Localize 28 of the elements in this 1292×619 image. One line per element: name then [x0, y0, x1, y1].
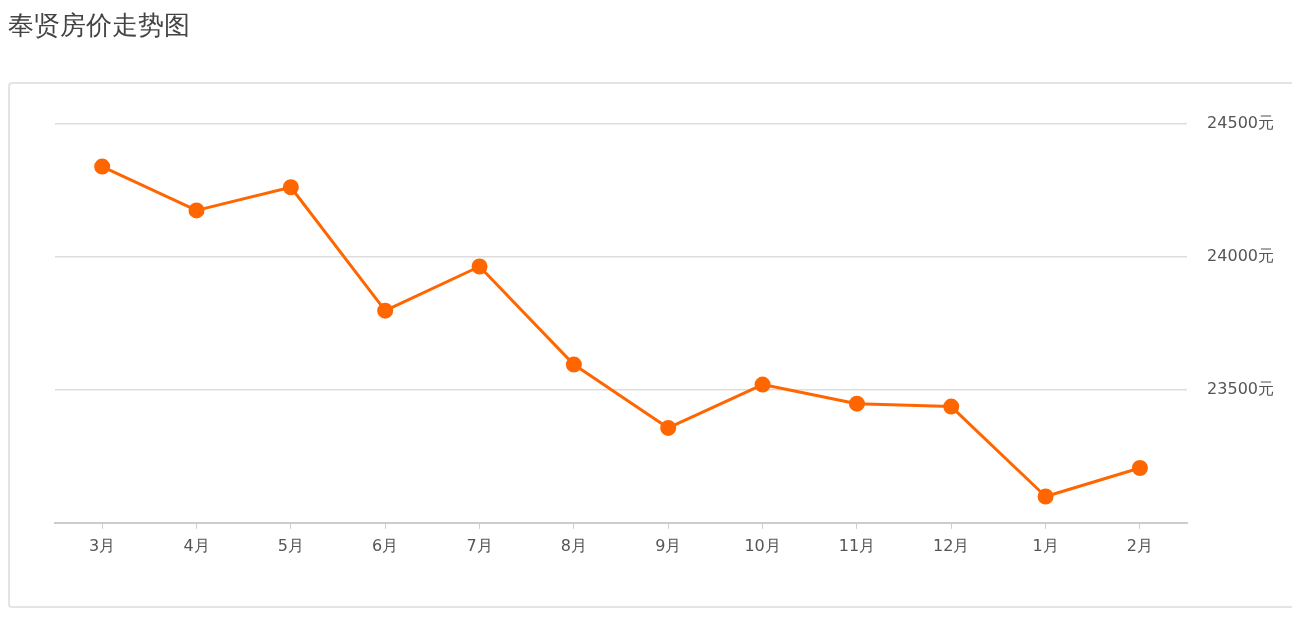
x-tick-label: 4月: [183, 535, 210, 555]
point: [754, 376, 771, 393]
x-tick-label: 9月: [655, 535, 682, 555]
x-tick-label: 12月: [933, 535, 970, 555]
point: [943, 398, 960, 415]
x-tick-label: 8月: [560, 535, 587, 555]
x-tick-label: 11月: [838, 535, 876, 555]
point: [1131, 460, 1148, 477]
point: [188, 202, 205, 219]
x-tick-label: 5月: [277, 535, 304, 555]
chart-title: 奉贤房价走势图: [8, 9, 191, 42]
y-tick-label: 24000元: [1207, 246, 1275, 266]
x-tick-label: 3月: [89, 535, 116, 555]
x-tick-label: 2月: [1126, 535, 1154, 555]
x-tick-label: 7月: [466, 535, 493, 555]
point: [1037, 488, 1054, 505]
point: [848, 395, 865, 412]
point: [282, 179, 299, 196]
y-tick-label: 23500元: [1207, 379, 1275, 399]
point: [660, 419, 677, 436]
x-tick-label: 6月: [372, 535, 399, 555]
x-tick-label: 10月: [744, 535, 781, 555]
point: [565, 356, 582, 373]
y-tick-label: 24500元: [1207, 113, 1275, 133]
point: [471, 258, 488, 275]
point: [377, 302, 394, 319]
point: [94, 158, 111, 175]
x-tick-label: 1月: [1032, 535, 1059, 555]
